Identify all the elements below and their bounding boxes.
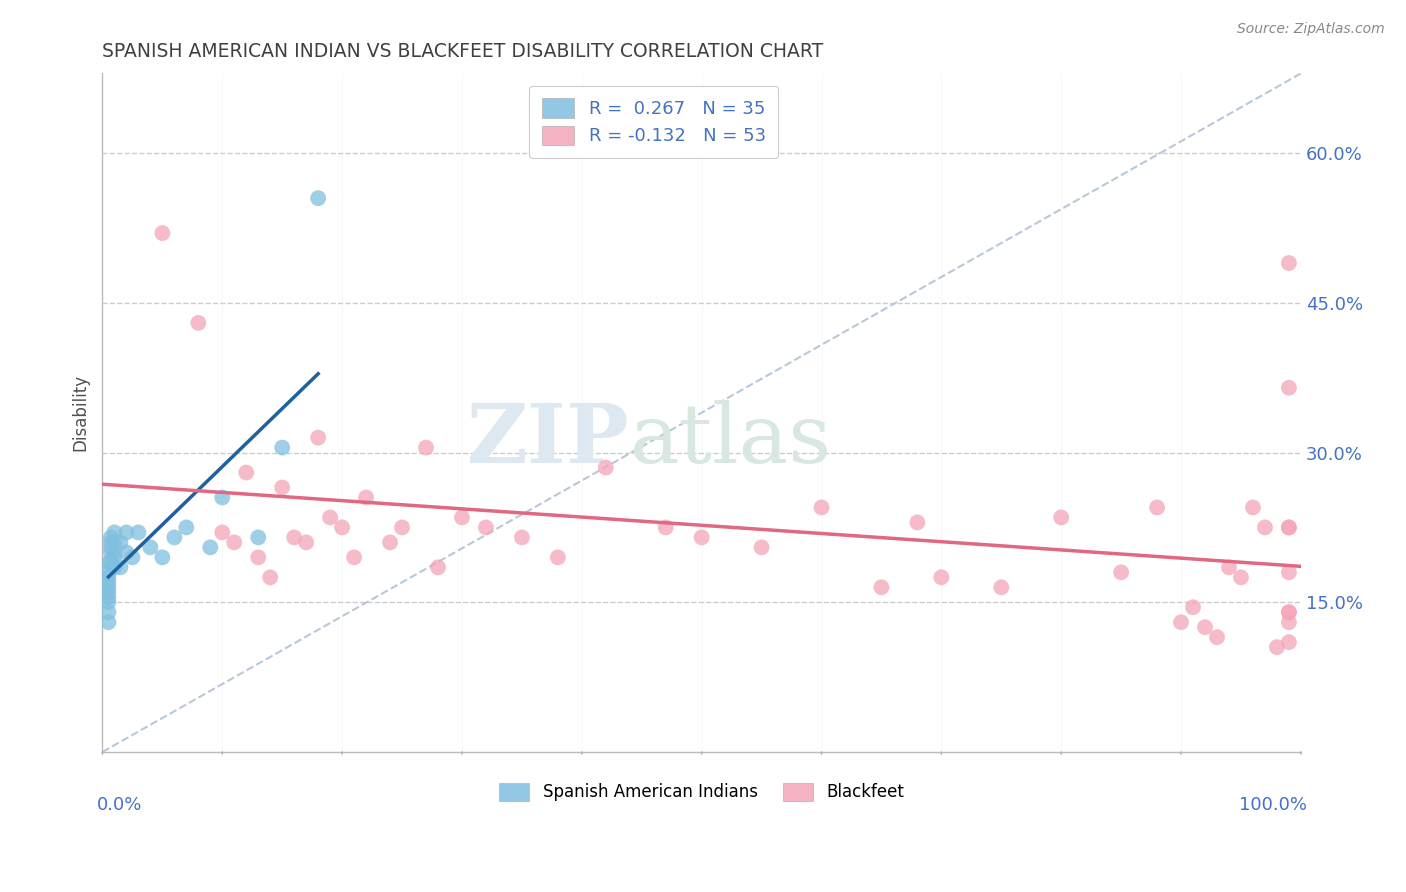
Point [139,541,162,555]
Point [100,530,122,544]
Point [1278,615,1301,630]
Point [176,520,198,534]
Point [103,535,125,549]
Point [110,535,132,549]
Point [1254,520,1277,534]
Point [97,585,120,599]
Point [931,570,953,584]
Legend: Spanish American Indians, Blackfeet: Spanish American Indians, Blackfeet [489,772,914,812]
Point [510,530,533,544]
Point [97,575,120,590]
Point [690,530,713,544]
Point [1265,640,1288,655]
Text: SPANISH AMERICAN INDIAN VS BLACKFEET DISABILITY CORRELATION CHART: SPANISH AMERICAN INDIAN VS BLACKFEET DIS… [103,42,824,61]
Point [259,570,281,584]
Point [751,541,773,555]
Point [1278,381,1301,395]
Point [97,580,120,594]
Point [247,550,270,565]
Point [247,530,270,544]
Point [100,555,122,569]
Point [1109,566,1132,580]
Point [115,545,138,559]
Point [354,491,377,505]
Point [1278,566,1301,580]
Point [283,530,305,544]
Point [224,535,246,549]
Point [427,560,450,574]
Point [1218,560,1240,574]
Point [127,525,149,540]
Point [110,560,132,574]
Point [121,550,143,565]
Point [115,525,138,540]
Point [1050,510,1073,524]
Point [1206,630,1229,644]
Point [1278,520,1301,534]
Point [100,535,122,549]
Point [1146,500,1168,515]
Point [100,541,122,555]
Point [97,591,120,605]
Point [451,510,474,524]
Point [103,545,125,559]
Point [1278,256,1301,270]
Point [97,605,120,619]
Point [1278,605,1301,619]
Point [1241,500,1264,515]
Text: atlas: atlas [630,400,832,480]
Point [150,226,173,240]
Point [150,550,173,565]
Text: ZIP: ZIP [467,400,630,480]
Point [870,580,893,594]
Point [415,441,437,455]
Point [1278,520,1301,534]
Point [200,541,222,555]
Point [235,466,257,480]
Point [97,570,120,584]
Text: Source: ZipAtlas.com: Source: ZipAtlas.com [1237,22,1385,37]
Point [295,535,318,549]
Point [97,566,120,580]
Point [163,530,186,544]
Point [211,491,233,505]
Point [378,535,401,549]
Point [547,550,569,565]
Point [1170,615,1192,630]
Point [1230,570,1253,584]
Point [475,520,498,534]
Text: 100.0%: 100.0% [1239,796,1308,814]
Point [100,545,122,559]
Y-axis label: Disability: Disability [72,374,89,451]
Point [330,520,353,534]
Point [97,555,120,569]
Point [990,580,1012,594]
Point [187,316,209,330]
Point [1194,620,1216,634]
Point [271,481,294,495]
Point [97,595,120,609]
Point [1278,605,1301,619]
Point [654,520,676,534]
Point [391,520,413,534]
Point [103,550,125,565]
Point [595,460,617,475]
Text: 0.0%: 0.0% [97,796,142,814]
Point [307,191,329,205]
Point [1182,600,1205,615]
Point [271,441,294,455]
Point [905,516,928,530]
Point [211,525,233,540]
Point [307,431,329,445]
Point [319,510,342,524]
Point [97,615,120,630]
Point [810,500,832,515]
Point [103,525,125,540]
Point [343,550,366,565]
Point [1278,635,1301,649]
Point [103,560,125,574]
